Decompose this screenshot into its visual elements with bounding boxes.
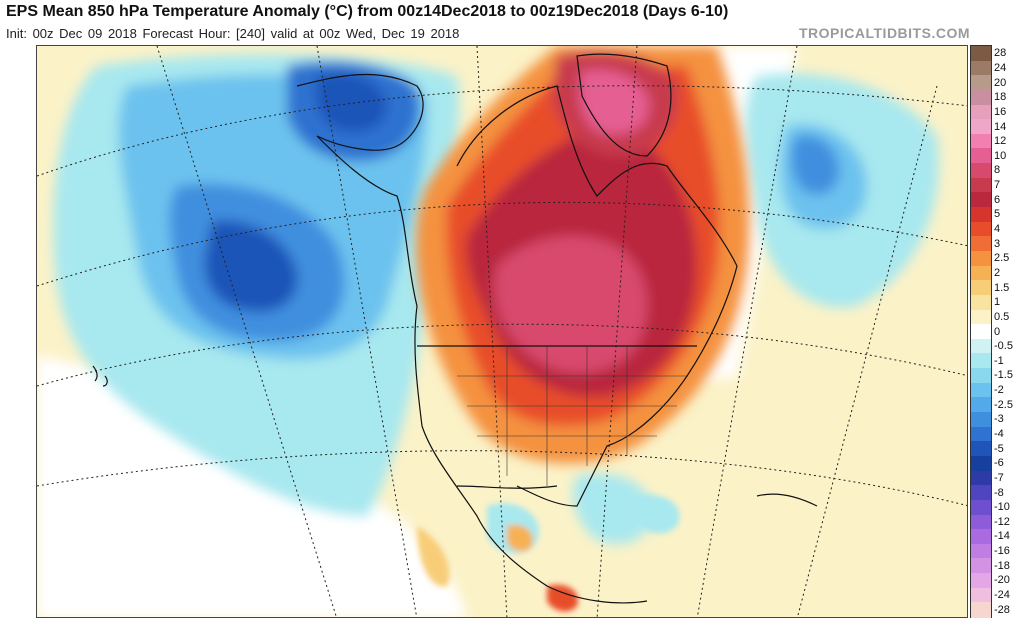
colorbar-swatch — [971, 426, 991, 442]
state-borders — [457, 346, 687, 486]
colorbar-label: -5 — [994, 442, 1004, 455]
graticule-lines — [37, 46, 967, 617]
colorbar-swatch — [971, 529, 991, 545]
colorbar-label: -6 — [994, 457, 1004, 470]
colorbar-label: -20 — [994, 574, 1010, 587]
anomaly-map[interactable] — [36, 45, 968, 618]
colorbar-swatch — [971, 514, 991, 530]
colorbar-label: 4 — [994, 223, 1001, 235]
colorbar-label: 7 — [994, 179, 1001, 192]
colorbar-label: 6 — [994, 193, 1001, 206]
colorbar-swatch — [971, 455, 991, 472]
colorbar-swatch — [971, 397, 991, 413]
colorbar-label: -1 — [994, 354, 1004, 367]
colorbar-swatch — [971, 368, 991, 384]
colorbar-swatch — [971, 207, 991, 223]
colorbar-swatch — [971, 46, 991, 62]
map-canvas — [37, 46, 967, 617]
colorbar-swatch — [971, 338, 991, 355]
colorbar-label: 1 — [994, 296, 1001, 309]
colorbar-label: 0 — [994, 325, 1001, 338]
colorbar-swatch — [971, 441, 991, 457]
cold-anomaly-pacific — [53, 54, 460, 517]
colorbar-swatch — [971, 280, 991, 296]
colorbar-swatch — [971, 543, 991, 560]
colorbar-label: 0.5 — [994, 310, 1010, 323]
colorbar-swatch — [971, 119, 991, 135]
colorbar-label: 10 — [994, 149, 1007, 162]
colorbar-label: 24 — [994, 61, 1007, 74]
colorbar-swatch — [971, 236, 991, 252]
colorbar-label: 28 — [994, 47, 1007, 60]
colorbar-label: -2 — [994, 384, 1004, 397]
colorbar-label: -3 — [994, 413, 1004, 426]
colorbar-swatch — [971, 75, 991, 91]
colorbar-swatch — [971, 324, 991, 340]
colorbar-label: 2.5 — [994, 252, 1010, 265]
colorbar-swatch — [971, 309, 991, 325]
colorbar-label: 16 — [994, 105, 1007, 118]
colorbar-label: -1.5 — [994, 369, 1013, 382]
colorbar-swatch — [971, 192, 991, 208]
colorbar-swatch — [971, 177, 991, 193]
colorbar — [970, 45, 992, 618]
colorbar-swatch — [971, 89, 991, 106]
chart-title: EPS Mean 850 hPa Temperature Anomaly (°C… — [6, 3, 729, 20]
colorbar-label: 14 — [994, 120, 1007, 133]
site-watermark: TROPICALTIDBITS.COM — [798, 25, 970, 41]
colorbar-swatch — [971, 573, 991, 589]
colorbar-swatch — [971, 382, 991, 398]
colorbar-swatch — [971, 602, 991, 618]
colorbar-swatch — [971, 104, 991, 120]
small-anomalies-south — [417, 495, 680, 612]
coastlines — [92, 53, 818, 604]
colorbar-label: -14 — [994, 530, 1010, 543]
colorbar-swatch — [971, 499, 991, 516]
colorbar-swatch — [971, 163, 991, 179]
colorbar-label: 20 — [994, 76, 1007, 89]
colorbar-swatch — [971, 412, 991, 428]
colorbar-label: 8 — [994, 164, 1001, 177]
colorbar-label: -16 — [994, 545, 1010, 558]
colorbar-label: -0.5 — [994, 340, 1013, 353]
colorbar-label: -12 — [994, 515, 1010, 528]
colorbar-label: 3 — [994, 237, 1001, 250]
colorbar-swatch — [971, 221, 991, 237]
colorbar-swatch — [971, 133, 991, 150]
colorbar-label: -28 — [994, 603, 1010, 616]
colorbar-label: -2.5 — [994, 398, 1013, 411]
colorbar-label: 12 — [994, 135, 1007, 148]
colorbar-label: 2 — [994, 266, 1001, 279]
chart-subtitle: Init: 00z Dec 09 2018 Forecast Hour: [24… — [6, 26, 460, 41]
colorbar-swatch — [971, 294, 991, 311]
colorbar-label: -8 — [994, 486, 1004, 499]
colorbar-swatch — [971, 587, 991, 603]
warm-anomaly-north-america — [415, 46, 750, 464]
colorbar-labels: 28 24 20 18 16 14 12 10 8 7 6 5 4 3 2.5 2 1.5 1 0.5 0 -0.5 -1… — [994, 45, 1024, 618]
colorbar-label: -10 — [994, 501, 1010, 514]
colorbar-label: 5 — [994, 208, 1001, 221]
colorbar-label: -4 — [994, 427, 1004, 440]
colorbar-label: -24 — [994, 589, 1010, 602]
colorbar-label: -18 — [994, 559, 1010, 572]
colorbar-swatch — [971, 470, 991, 486]
colorbar-swatch — [971, 148, 991, 164]
colorbar-label: -7 — [994, 471, 1004, 484]
cold-anomaly-atlantic — [572, 73, 939, 545]
colorbar-swatch — [971, 60, 991, 76]
colorbar-swatch — [971, 250, 991, 267]
colorbar-swatch — [971, 265, 991, 281]
colorbar-label: 18 — [994, 91, 1007, 104]
colorbar-swatch — [971, 558, 991, 574]
colorbar-label: 1.5 — [994, 281, 1010, 294]
colorbar-swatch — [971, 353, 991, 369]
colorbar-swatch — [971, 485, 991, 501]
